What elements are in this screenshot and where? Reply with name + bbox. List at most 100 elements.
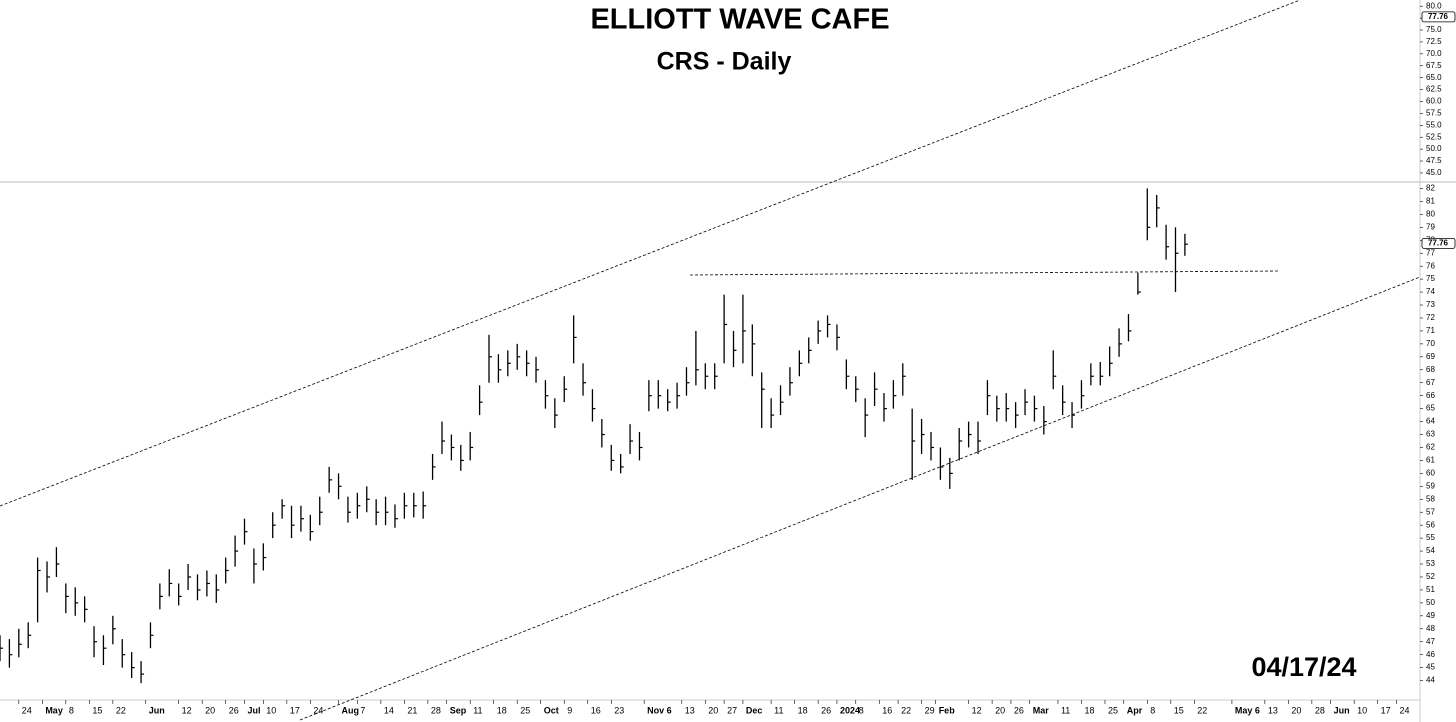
x-tick-label: 24	[313, 705, 323, 715]
y-tick-label: 69	[1426, 352, 1435, 361]
x-tick-label: 24	[22, 705, 32, 715]
x-tick-label: 18	[798, 705, 808, 715]
y-tick-label: 81	[1426, 197, 1435, 206]
upper-y-tick-label: 57.5	[1426, 109, 1442, 118]
upper-y-tick-label: 50.0	[1426, 144, 1442, 153]
x-tick-label: 8	[859, 705, 864, 715]
x-tick-label: May 6	[1235, 705, 1260, 715]
y-tick-label: 68	[1426, 365, 1435, 374]
last-value-label: 77.76	[1428, 12, 1449, 21]
x-tick-label: 10	[266, 705, 276, 715]
x-tick-label: 13	[1268, 705, 1278, 715]
y-tick-label: 51	[1426, 585, 1435, 594]
x-tick-label: 8	[69, 705, 74, 715]
x-tick-label: 23	[614, 705, 624, 715]
chart-title: ELLIOTT WAVE CAFE	[590, 4, 889, 36]
y-tick-label: 54	[1426, 546, 1435, 555]
x-tick-label: Aug	[342, 705, 360, 715]
x-tick-label: Dec	[746, 705, 763, 715]
x-tick-label: 16	[882, 705, 892, 715]
x-tick-label: Jun	[1334, 705, 1350, 715]
y-tick-label: 56	[1426, 520, 1435, 529]
y-tick-label: 48	[1426, 624, 1435, 633]
upper-y-tick-label: 60.0	[1426, 97, 1442, 106]
x-tick-label: Apr	[1127, 705, 1143, 715]
x-tick-label: Feb	[939, 705, 956, 715]
upper-y-tick-label: 80.0	[1426, 1, 1442, 10]
x-tick-label: 26	[229, 705, 239, 715]
y-tick-label: 80	[1426, 209, 1435, 218]
x-tick-label: Mar	[1033, 705, 1050, 715]
last-value-box	[1421, 237, 1456, 249]
y-tick-label: 82	[1426, 184, 1435, 193]
y-tick-label: 50	[1426, 598, 1435, 607]
y-tick-label: 53	[1426, 559, 1435, 568]
x-tick-label: 11	[473, 705, 482, 715]
x-tick-label: 28	[431, 705, 441, 715]
upper-y-tick-label: 67.5	[1426, 61, 1442, 70]
y-tick-label: 63	[1426, 430, 1435, 439]
y-tick-label: 57	[1426, 507, 1435, 516]
y-tick-label: 73	[1426, 300, 1435, 309]
y-tick-label: 79	[1426, 222, 1435, 231]
x-tick-label: 21	[407, 705, 417, 715]
upper-y-tick-label: 70.0	[1426, 49, 1442, 58]
upper-y-tick-label: 45.0	[1426, 168, 1442, 177]
x-tick-label: 14	[384, 705, 394, 715]
x-tick-label: 29	[925, 705, 935, 715]
x-tick-label: 7	[360, 705, 365, 715]
y-tick-label: 52	[1426, 572, 1435, 581]
x-tick-label: 13	[685, 705, 695, 715]
x-tick-label: Jun	[149, 705, 165, 715]
y-tick-label: 70	[1426, 339, 1435, 348]
chart-subtitle: CRS - Daily	[657, 48, 792, 76]
x-tick-label: 27	[727, 705, 737, 715]
x-tick-label: 25	[520, 705, 530, 715]
x-tick-label: 22	[116, 705, 126, 715]
x-tick-label: 11	[774, 705, 783, 715]
x-tick-label: May	[45, 705, 63, 715]
x-tick-label: 11	[1061, 705, 1070, 715]
x-tick-label: 10	[1357, 705, 1367, 715]
x-tick-label: 26	[1014, 705, 1024, 715]
y-tick-label: 72	[1426, 313, 1435, 322]
upper-y-tick-label: 52.5	[1426, 132, 1442, 141]
y-tick-label: 55	[1426, 533, 1435, 542]
x-tick-label: Jul	[248, 705, 261, 715]
y-tick-label: 59	[1426, 481, 1435, 490]
x-tick-label: 17	[290, 705, 300, 715]
upper-y-tick-label: 47.5	[1426, 156, 1442, 165]
y-tick-label: 65	[1426, 404, 1435, 413]
y-tick-label: 60	[1426, 468, 1435, 477]
x-tick-label: 24	[1399, 705, 1409, 715]
y-tick-label: 44	[1426, 676, 1435, 685]
y-tick-label: 47	[1426, 637, 1435, 646]
last-value-label: 77.76	[1428, 238, 1449, 247]
x-tick-label: 20	[708, 705, 718, 715]
upper-last-value-box	[1421, 11, 1456, 23]
y-tick-label: 77	[1426, 248, 1435, 257]
x-tick-label: 18	[497, 705, 507, 715]
upper-y-tick-label: 72.5	[1426, 37, 1442, 46]
y-tick-label: 45	[1426, 663, 1435, 672]
x-tick-label: 22	[901, 705, 911, 715]
date-annotation: 04/17/24	[1251, 652, 1356, 682]
x-tick-label: Sep	[450, 705, 467, 715]
lower-channel-line	[299, 276, 1421, 721]
x-tick-label: 12	[182, 705, 192, 715]
y-tick-label: 74	[1426, 287, 1435, 296]
y-tick-label: 76	[1426, 261, 1435, 270]
y-tick-label: 49	[1426, 611, 1435, 620]
x-tick-label: 8	[1150, 705, 1155, 715]
y-tick-label: 58	[1426, 494, 1435, 503]
x-tick-label: 28	[1315, 705, 1325, 715]
upper-y-tick-label: 62.5	[1426, 85, 1442, 94]
x-tick-label: 18	[1084, 705, 1094, 715]
y-tick-label: 66	[1426, 391, 1435, 400]
x-tick-label: 12	[972, 705, 982, 715]
x-tick-label: 15	[92, 705, 102, 715]
y-tick-label: 61	[1426, 456, 1435, 465]
upper-y-tick-label: 55.0	[1426, 120, 1442, 129]
x-tick-label: 22	[1197, 705, 1207, 715]
